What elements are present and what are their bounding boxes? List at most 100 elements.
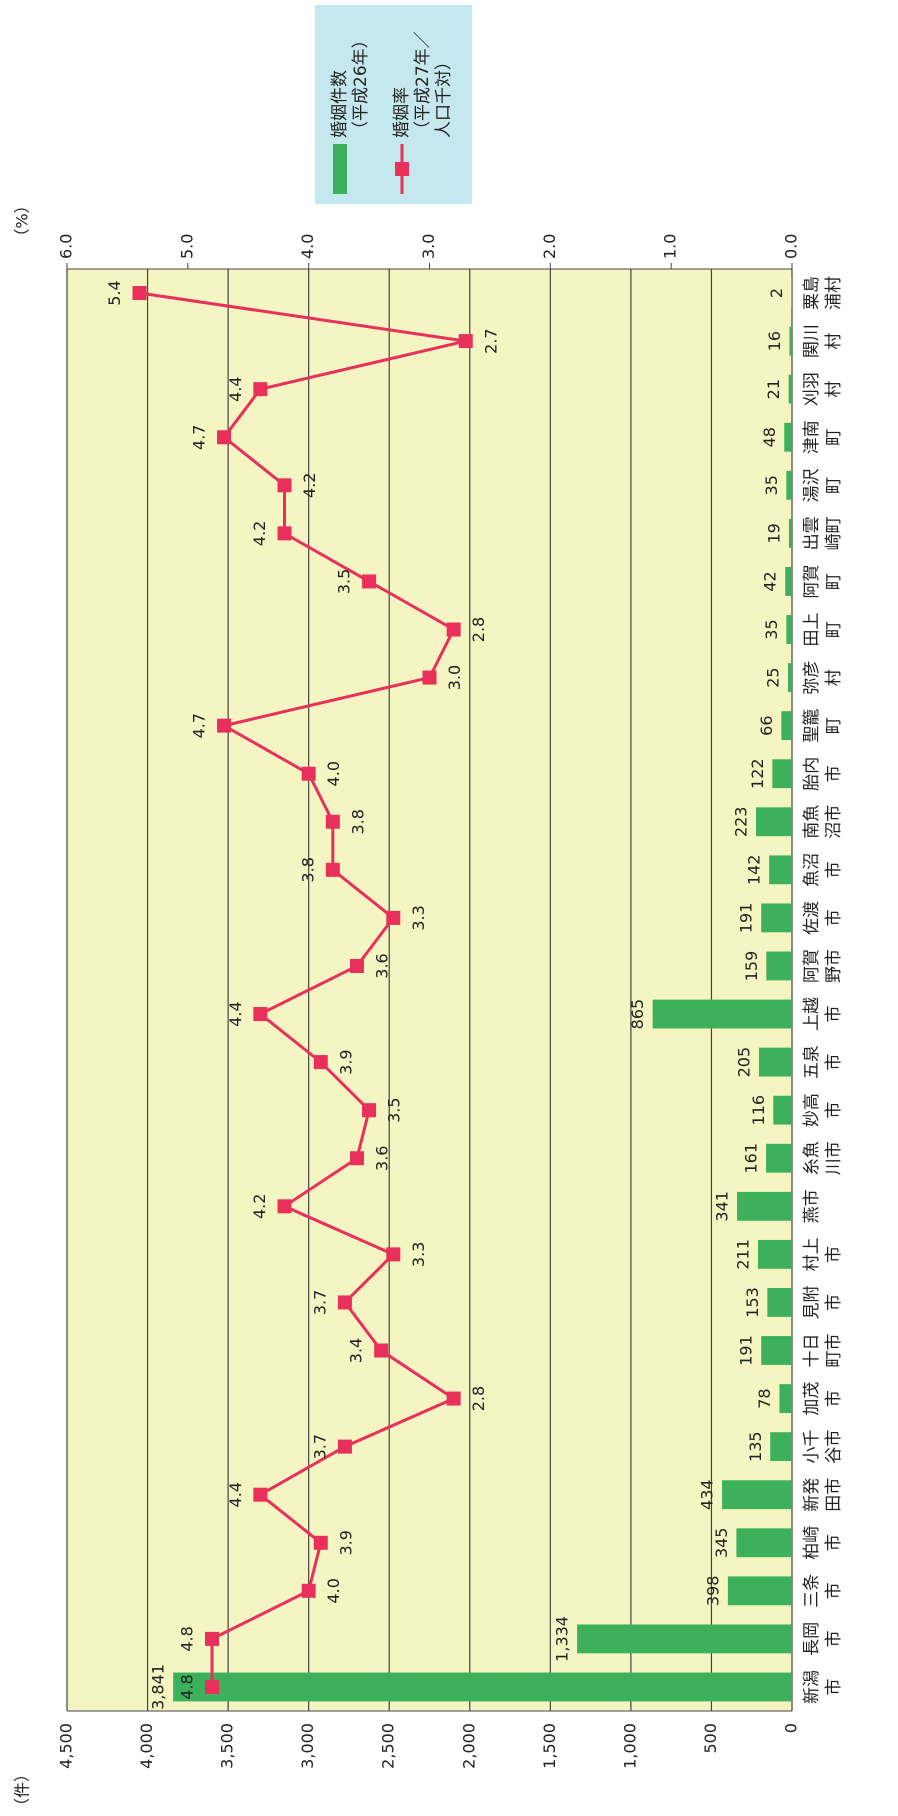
x-tick-label: 聖籠町 <box>801 709 844 743</box>
x-tick-label: 加茂市 <box>802 1382 844 1416</box>
bar-value-label: 42 <box>761 571 780 591</box>
line-value-label: 3.6 <box>373 1146 392 1171</box>
line-marker <box>350 1151 364 1166</box>
line-marker <box>337 1439 352 1454</box>
x-tick-label-line: 町市 <box>824 1334 844 1368</box>
x-tick-label: 阿賀 野市 <box>802 949 844 983</box>
x-tick-label-line: 南魚 <box>802 805 822 839</box>
chart-body: 0 500 1,000 1,500 2,000 2,500 3,000 3,500 4,000 4… <box>13 5 844 1814</box>
x-tick-label: 南魚 沼市 <box>802 805 844 839</box>
y-axis-title: （件） <box>13 1766 32 1814</box>
bar-value-label: 1,334 <box>553 1616 572 1662</box>
bar <box>781 711 792 741</box>
bar <box>786 470 792 500</box>
line-value-label: 4.7 <box>190 713 209 738</box>
x-tick-label-line: 阿賀 <box>802 949 822 983</box>
x-tick-label-line: 見附 <box>802 1285 822 1319</box>
bar-value-label: 191 <box>737 903 756 934</box>
x-tick-label-line: 谷市 <box>824 1430 844 1464</box>
y2-tick-label: 6.0 <box>57 234 76 259</box>
y-tick-label: 1,500 <box>540 1723 559 1769</box>
x-tick-label-line: 川市 <box>824 1141 844 1175</box>
bar <box>173 1672 792 1702</box>
line-marker <box>253 1007 268 1022</box>
x-tick-label-line: 町 <box>824 717 844 734</box>
line-marker <box>350 958 364 973</box>
y-tick-label: 0 <box>782 1723 801 1733</box>
line-value-label: 4.4 <box>226 1001 245 1026</box>
line-marker <box>374 1343 389 1358</box>
bar <box>577 1624 792 1654</box>
y-tick-label: 3,000 <box>298 1723 317 1769</box>
x-tick-label-line: 町 <box>824 477 844 494</box>
bar <box>722 1480 792 1510</box>
bar-value-label: 16 <box>765 331 784 351</box>
x-tick-label-line: 新潟 <box>802 1670 822 1704</box>
x-tick-label: 村上市 <box>802 1237 844 1271</box>
bar-value-label: 116 <box>749 1095 768 1126</box>
line-marker <box>277 526 292 541</box>
x-tick-label-line: 市 <box>824 1006 844 1023</box>
line-marker <box>205 1679 219 1694</box>
bar <box>779 1384 793 1413</box>
x-tick-label: 佐渡市 <box>802 901 844 935</box>
bar-value-label: 161 <box>742 1143 761 1174</box>
line-value-label: 5.4 <box>105 280 124 305</box>
x-tick-label-line: 加茂 <box>802 1382 822 1416</box>
x-tick-label-line: 阿賀 <box>802 564 822 598</box>
line-value-label: 3.4 <box>347 1338 366 1363</box>
x-tick-label-line: 長岡 <box>802 1622 822 1656</box>
legend-label-line: 婚姻件数 <box>330 70 350 138</box>
line-marker <box>217 718 232 733</box>
line-value-label: 2.8 <box>469 617 488 642</box>
legend-swatch <box>395 162 409 176</box>
x-tick-label: 関川村 <box>802 324 844 358</box>
x-tick-label: 三条市 <box>802 1574 844 1608</box>
bar <box>788 374 792 404</box>
line-value-label: 4.4 <box>226 376 245 401</box>
x-tick-label-line: 町 <box>824 429 844 446</box>
x-tick-label-line: 市 <box>824 1102 844 1119</box>
line-marker <box>337 1295 352 1310</box>
x-tick-label-line: 十日 <box>802 1334 822 1368</box>
line-marker <box>446 1391 461 1406</box>
x-tick-label-line: 町 <box>824 621 844 638</box>
x-tick-label-line: 湯沢 <box>802 468 822 502</box>
bar <box>788 518 793 548</box>
legend-label: 婚姻率（平成27年／人口千対） <box>392 31 454 138</box>
x-tick-label: 見附市 <box>802 1285 844 1319</box>
x-tick-label: 阿賀町 <box>802 564 844 598</box>
line-value-label: 3.3 <box>409 1242 428 1267</box>
y2-tick-label: 4.0 <box>298 234 317 259</box>
line-marker <box>325 814 340 829</box>
x-tick-label-line: 市 <box>824 765 844 782</box>
line <box>139 291 467 1687</box>
bar <box>766 1143 792 1173</box>
y-tick-label: 4,000 <box>137 1723 156 1769</box>
y-tick-label: 3,500 <box>218 1723 237 1769</box>
x-tick-label-line: 刈羽 <box>802 372 822 406</box>
bar <box>769 855 792 885</box>
x-tick-label: 田上町 <box>802 613 844 647</box>
line-value-label: 4.0 <box>324 1578 343 1603</box>
line-marker <box>277 1199 292 1214</box>
x-tick-label-line: 魚沼 <box>802 853 822 887</box>
line-value-label: 3.9 <box>336 1530 355 1555</box>
line-marker <box>301 766 316 781</box>
x-tick-label-line: 新発 <box>802 1478 822 1512</box>
bar <box>761 903 793 933</box>
bar-value-label: 153 <box>743 1287 762 1318</box>
y-tick-label: 2,000 <box>459 1723 478 1769</box>
x-tick-label-line: 出雲 <box>802 516 822 550</box>
bar-value-label: 223 <box>732 806 751 837</box>
y2-tick-label: 0.0 <box>782 234 801 259</box>
x-tick-label-line: 市 <box>824 1294 844 1311</box>
line-marker <box>446 622 461 637</box>
line-marker <box>301 1583 316 1598</box>
bar-value-label: 865 <box>628 999 647 1030</box>
bar-value-label: 2 <box>767 288 786 298</box>
x-tick-label-line: 市 <box>824 1630 844 1647</box>
bar-value-label: 35 <box>762 475 781 495</box>
legend-label-line: 人口千対） <box>434 53 454 138</box>
